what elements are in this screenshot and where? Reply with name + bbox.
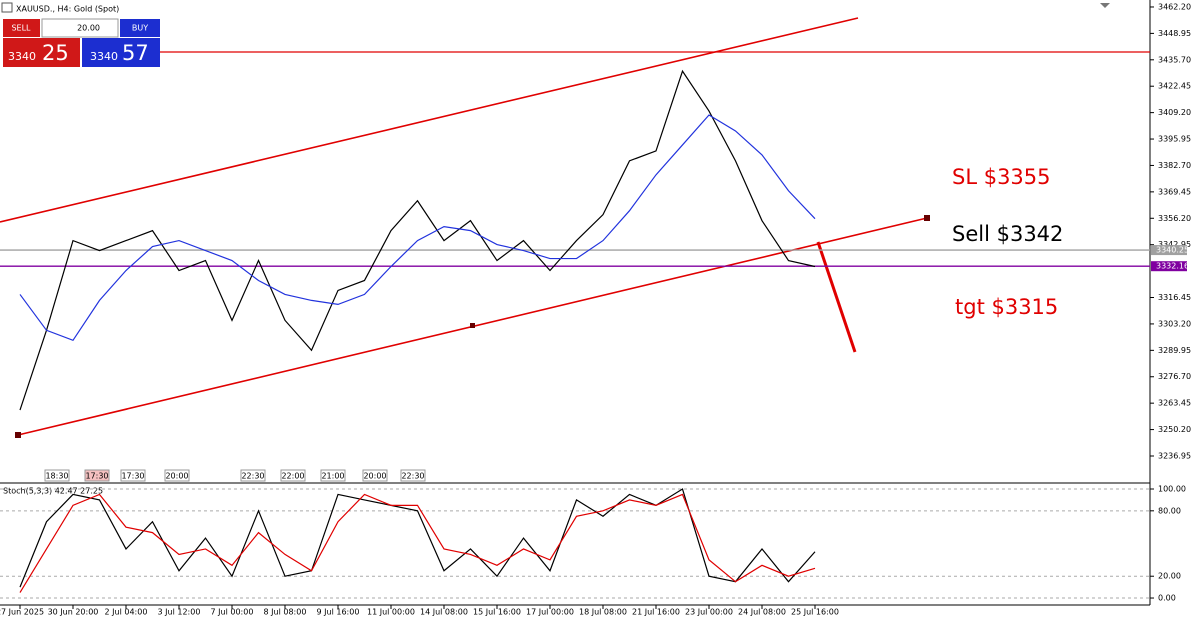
scroll-marker[interactable] <box>1100 3 1110 8</box>
x-tick-label: 8 Jul 08:00 <box>264 608 307 617</box>
anchor-point <box>924 215 930 221</box>
session-box <box>280 469 306 482</box>
x-tick-label: 14 Jul 08:00 <box>420 608 468 617</box>
y-tick-label: 3422.45 <box>1158 82 1191 91</box>
session-box <box>320 469 346 482</box>
y-tick-label: 3409.20 <box>1158 108 1191 117</box>
series-line <box>19 69 816 411</box>
x-tick-label: 27 Jun 2025 <box>0 608 44 617</box>
price-label-box <box>1151 261 1187 272</box>
series-line <box>19 114 816 341</box>
session-box <box>362 469 388 482</box>
session-label: 22:30 <box>401 472 424 481</box>
sell-button[interactable] <box>3 19 40 37</box>
session-label: 17:30 <box>85 472 108 481</box>
sell-price-pips: 25 <box>42 41 69 65</box>
session-label: 17:30 <box>121 472 144 481</box>
target-arrow <box>816 241 857 353</box>
x-tick-label: 17 Jul 00:00 <box>526 608 574 617</box>
price-label: 3332.16 <box>1156 262 1189 271</box>
session-box <box>164 469 190 482</box>
y-tick-label: 100.00 <box>1158 485 1186 494</box>
x-tick-label: 2 Jul 04:00 <box>105 608 148 617</box>
x-tick-label: 24 Jul 08:00 <box>738 608 786 617</box>
x-tick-label: 25 Jul 16:00 <box>791 608 839 617</box>
x-tick-label: 15 Jul 16:00 <box>473 608 521 617</box>
buy-price-pips: 57 <box>122 41 149 65</box>
price-label-box <box>1151 245 1187 256</box>
y-tick-label: 3369.45 <box>1158 187 1191 196</box>
buy-label: BUY <box>132 24 148 33</box>
sell-price-main: 3340 <box>8 50 36 63</box>
volume-field[interactable] <box>41 18 119 38</box>
session-label: 22:00 <box>281 472 304 481</box>
y-tick-label: 3342.95 <box>1158 240 1191 249</box>
x-tick-label: 7 Jul 00:00 <box>211 608 254 617</box>
x-tick-label: 21 Jul 16:00 <box>632 608 680 617</box>
y-tick-label: 3289.95 <box>1158 346 1191 355</box>
y-tick-label: 80.00 <box>1158 506 1181 515</box>
y-tick-label: 0.00 <box>1158 594 1176 603</box>
volume: 20.00 <box>77 24 100 33</box>
sell-label: SELL <box>11 24 31 33</box>
y-tick-label: 3435.70 <box>1158 55 1191 64</box>
y-tick-label: 3236.95 <box>1158 451 1191 460</box>
y-tick-label: 3395.95 <box>1158 135 1191 144</box>
annotation-sell: Sell $3342 <box>952 222 1063 246</box>
annotation-sl: SL $3355 <box>952 165 1051 189</box>
price-label: 3340.25 <box>1156 246 1189 255</box>
symbol-icon <box>1 2 13 13</box>
buy-price-box[interactable] <box>82 38 160 67</box>
buy-button[interactable] <box>120 19 160 37</box>
buy-price-main: 3340 <box>90 50 118 63</box>
y-tick-label: 3356.20 <box>1158 214 1191 223</box>
series-line <box>19 493 816 593</box>
y-tick-label: 3276.70 <box>1158 372 1191 381</box>
indicator-title: Stoch(5,3,3) 42.47 27.25 <box>3 487 103 496</box>
x-tick-label: 3 Jul 12:00 <box>158 608 201 617</box>
x-tick-label: 9 Jul 16:00 <box>317 608 360 617</box>
x-tick-label: 23 Jul 00:00 <box>685 608 733 617</box>
annotation-target: tgt $3315 <box>955 295 1058 319</box>
anchor-point <box>470 323 475 328</box>
chart-header: XAUUSD., H4: Gold (Spot) <box>16 5 119 14</box>
session-label: 22:30 <box>241 472 264 481</box>
x-tick-label: 18 Jul 08:00 <box>579 608 627 617</box>
y-tick-label: 3250.20 <box>1158 425 1191 434</box>
y-tick-label: 3263.45 <box>1158 399 1191 408</box>
session-label: 20:00 <box>363 472 386 481</box>
sell-price-box[interactable] <box>3 38 80 67</box>
session-box <box>44 469 70 482</box>
series-line <box>19 488 816 588</box>
x-tick-label: 11 Jul 00:00 <box>367 608 415 617</box>
session-label: 21:00 <box>321 472 344 481</box>
y-tick-label: 3448.95 <box>1158 29 1191 38</box>
session-box <box>240 469 266 482</box>
y-tick-label: 3316.45 <box>1158 293 1191 302</box>
y-tick-label: 3382.70 <box>1158 161 1191 170</box>
anchor-point <box>15 432 21 438</box>
session-box <box>400 469 426 482</box>
y-tick-label: 3303.20 <box>1158 319 1191 328</box>
session-label: 20:00 <box>165 472 188 481</box>
x-tick-label: 30 Jun 20:00 <box>48 608 99 617</box>
y-tick-label: 3462.20 <box>1158 2 1191 11</box>
y-tick-label: 20.00 <box>1158 572 1181 581</box>
session-label: 18:30 <box>45 472 68 481</box>
session-box <box>120 469 146 482</box>
session-box <box>84 469 110 482</box>
